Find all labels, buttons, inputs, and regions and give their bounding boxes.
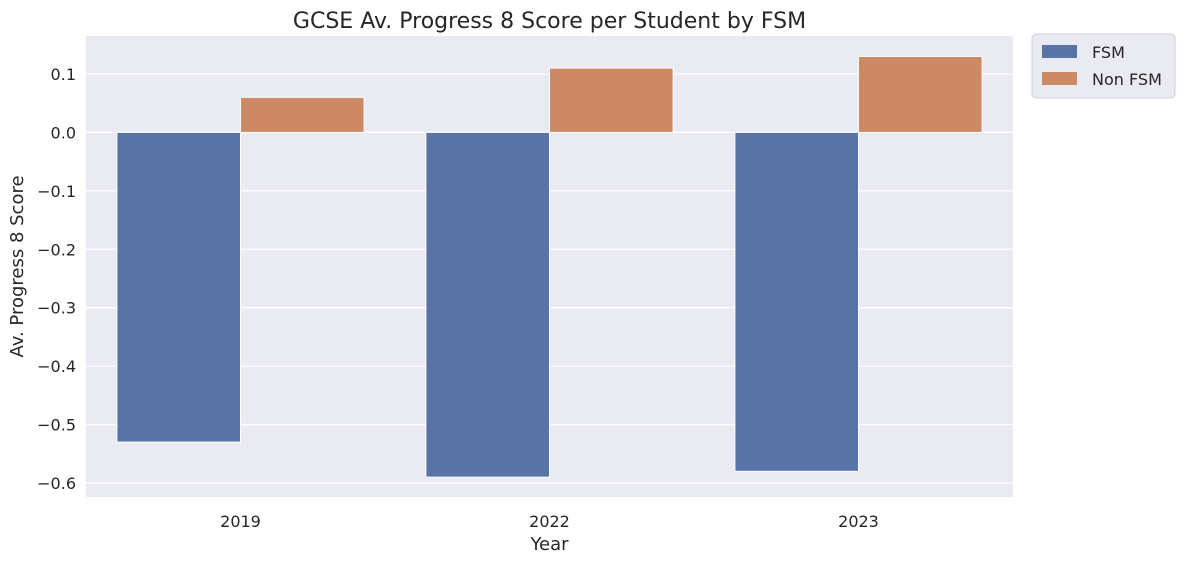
bar-fsm-2022 xyxy=(425,131,550,478)
x-tick-label: 2022 xyxy=(529,512,570,531)
y-tick-label: −0.5 xyxy=(37,416,76,435)
x-tick-label: 2023 xyxy=(838,512,879,531)
bar-fsm-2023 xyxy=(734,131,860,472)
bars xyxy=(116,55,983,478)
y-tick-label: −0.1 xyxy=(37,182,76,201)
y-tick-label: −0.3 xyxy=(37,299,76,318)
y-tick-label: 0.0 xyxy=(51,123,76,142)
x-axis-label: Year xyxy=(529,534,569,555)
y-tick-label: −0.6 xyxy=(37,474,76,493)
x-tick-label: 2019 xyxy=(220,512,261,531)
bar-non-fsm-2023 xyxy=(858,55,983,133)
legend: FSM Non FSM xyxy=(1031,33,1176,99)
y-axis-label: Av. Progress 8 Score xyxy=(7,175,28,357)
y-tick-label: 0.1 xyxy=(51,65,76,84)
y-tick-label: −0.2 xyxy=(37,240,76,259)
legend-label: Non FSM xyxy=(1092,70,1162,89)
x-tick-labels: 2019 2022 2023 xyxy=(220,512,879,531)
legend-swatch xyxy=(1042,72,1077,85)
y-tick-label: −0.4 xyxy=(37,357,76,376)
y-tick-labels: 0.1 0.0 −0.1 −0.2 −0.3 −0.4 −0.5 −0.6 xyxy=(37,65,76,493)
bar-fsm-2019 xyxy=(116,131,241,443)
bar-non-fsm-2019 xyxy=(240,96,365,133)
chart-title: GCSE Av. Progress 8 Score per Student by… xyxy=(293,9,806,34)
legend-swatch xyxy=(1042,45,1077,58)
bar-non-fsm-2022 xyxy=(549,67,674,133)
legend-label: FSM xyxy=(1092,43,1125,62)
